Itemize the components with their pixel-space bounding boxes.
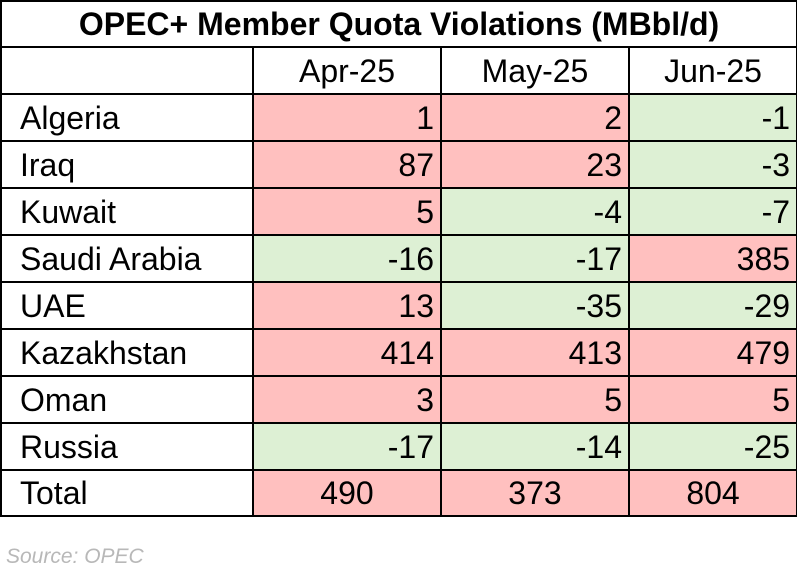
value-cell-may: 5 bbox=[440, 375, 630, 424]
column-header-apr: Apr-25 bbox=[252, 46, 442, 95]
table-row: Russia -17 -14 -25 bbox=[0, 422, 797, 471]
country-label: Iraq bbox=[0, 140, 254, 189]
quota-table: OPEC+ Member Quota Violations (MBbl/d) A… bbox=[0, 0, 797, 517]
table-row: Kuwait 5 -4 -7 bbox=[0, 187, 797, 236]
value-cell-jun: -1 bbox=[627, 93, 797, 142]
title-row: OPEC+ Member Quota Violations (MBbl/d) bbox=[0, 0, 797, 48]
value-cell-jun: -25 bbox=[627, 422, 797, 471]
country-label: Algeria bbox=[0, 93, 254, 142]
value-cell-may: -14 bbox=[440, 422, 630, 471]
source-note: Source: OPEC bbox=[6, 545, 144, 568]
country-label: UAE bbox=[0, 281, 254, 330]
value-cell-jun: 385 bbox=[627, 234, 797, 283]
value-cell-apr: 3 bbox=[252, 375, 442, 424]
header-row: Apr-25 May-25 Jun-25 bbox=[0, 46, 797, 95]
value-cell-apr: 1 bbox=[252, 93, 442, 142]
value-cell-jun: -29 bbox=[627, 281, 797, 330]
table-title: OPEC+ Member Quota Violations (MBbl/d) bbox=[0, 0, 797, 48]
country-label: Russia bbox=[0, 422, 254, 471]
value-cell-jun: -7 bbox=[627, 187, 797, 236]
table-body: OPEC+ Member Quota Violations (MBbl/d) A… bbox=[0, 0, 797, 517]
column-header-may: May-25 bbox=[440, 46, 630, 95]
value-cell-apr: 13 bbox=[252, 281, 442, 330]
value-cell-apr: 87 bbox=[252, 140, 442, 189]
value-cell-may: 23 bbox=[440, 140, 630, 189]
country-label: Kazakhstan bbox=[0, 328, 254, 377]
country-label: Saudi Arabia bbox=[0, 234, 254, 283]
value-cell-may: 413 bbox=[440, 328, 630, 377]
value-cell-may: -35 bbox=[440, 281, 630, 330]
table-row: Oman 3 5 5 bbox=[0, 375, 797, 424]
table-row: Iraq 87 23 -3 bbox=[0, 140, 797, 189]
table-row: Kazakhstan 414 413 479 bbox=[0, 328, 797, 377]
value-cell-jun: -3 bbox=[627, 140, 797, 189]
table-row: Saudi Arabia -16 -17 385 bbox=[0, 234, 797, 283]
value-cell-jun: 479 bbox=[627, 328, 797, 377]
value-cell-may: -17 bbox=[440, 234, 630, 283]
value-cell-apr: -16 bbox=[252, 234, 442, 283]
total-value-apr: 490 bbox=[252, 469, 442, 517]
header-corner-cell bbox=[0, 46, 254, 95]
value-cell-apr: -17 bbox=[252, 422, 442, 471]
value-cell-jun: 5 bbox=[627, 375, 797, 424]
value-cell-may: -4 bbox=[440, 187, 630, 236]
value-cell-apr: 414 bbox=[252, 328, 442, 377]
column-header-jun: Jun-25 bbox=[627, 46, 797, 95]
total-row: Total 490 373 804 bbox=[0, 469, 797, 517]
table-row: UAE 13 -35 -29 bbox=[0, 281, 797, 330]
table-row: Algeria 1 2 -1 bbox=[0, 93, 797, 142]
country-label: Kuwait bbox=[0, 187, 254, 236]
total-value-jun: 804 bbox=[627, 469, 797, 517]
total-label: Total bbox=[0, 469, 254, 517]
value-cell-apr: 5 bbox=[252, 187, 442, 236]
total-value-may: 373 bbox=[440, 469, 630, 517]
value-cell-may: 2 bbox=[440, 93, 630, 142]
country-label: Oman bbox=[0, 375, 254, 424]
